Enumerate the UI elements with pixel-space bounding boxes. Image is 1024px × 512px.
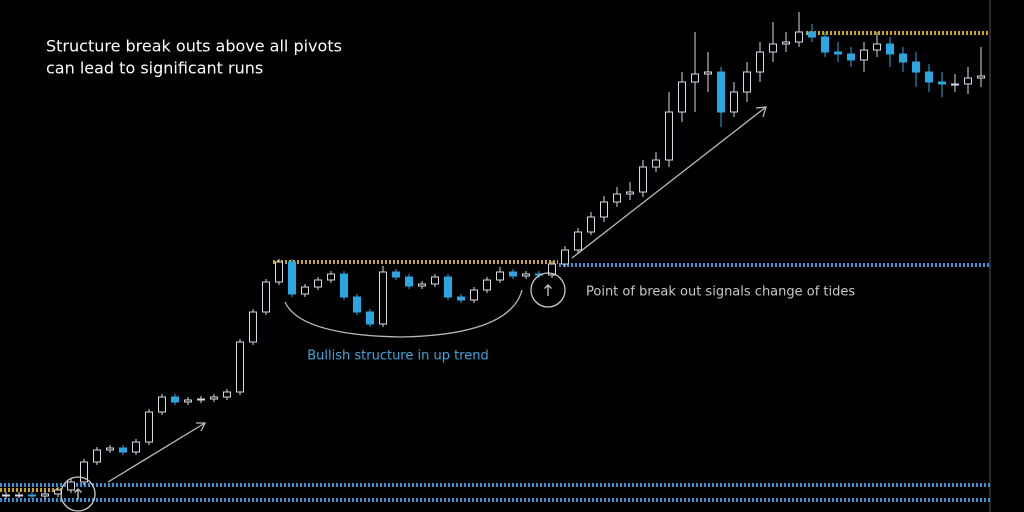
- candle-body: [210, 396, 218, 400]
- candle-body: [795, 31, 803, 43]
- candle-body: [808, 31, 816, 38]
- arrow: [571, 106, 767, 259]
- candle-body: [145, 411, 153, 443]
- candle-body: [301, 286, 309, 295]
- candle-body: [379, 271, 387, 325]
- candle-body: [652, 159, 660, 168]
- candle-body: [171, 396, 179, 403]
- candle-body: [496, 271, 504, 281]
- candle-body: [834, 51, 842, 55]
- candles: [0, 12, 990, 502]
- candle-body: [15, 494, 23, 497]
- candle-body: [106, 447, 114, 451]
- candle-body: [314, 279, 322, 288]
- candle-body: [67, 481, 75, 491]
- candle-body: [80, 461, 88, 483]
- arrow-head: [196, 422, 207, 432]
- candle-body: [600, 201, 608, 218]
- candle-body: [28, 494, 36, 497]
- candle-body: [509, 271, 517, 277]
- breakout-circle: [530, 272, 566, 308]
- candle-body: [847, 53, 855, 61]
- candle-body: [119, 447, 127, 453]
- candle-body: [366, 311, 374, 325]
- candle-body: [223, 391, 231, 398]
- candle-body: [405, 276, 413, 287]
- candle-body: [93, 449, 101, 463]
- structure-arc: [284, 289, 523, 338]
- annotation: Bullish structure in up trend: [307, 349, 489, 364]
- candle-body: [470, 289, 478, 301]
- candle-body: [730, 91, 738, 113]
- candle-body: [392, 271, 400, 278]
- candle-body: [587, 216, 595, 233]
- up-icon: [74, 488, 82, 500]
- candle-body: [132, 441, 140, 453]
- candle-body: [418, 283, 426, 287]
- arrows: [107, 106, 767, 483]
- candle-body: [613, 193, 621, 203]
- candle-body: [574, 231, 582, 251]
- candle-body: [522, 273, 530, 277]
- candle-body: [821, 36, 829, 53]
- candle-body: [275, 261, 283, 283]
- candle-body: [340, 273, 348, 298]
- candle-body: [197, 398, 205, 401]
- candle-body: [912, 61, 920, 73]
- annotation: Point of break out signals change of tid…: [586, 285, 855, 300]
- candle-body: [327, 273, 335, 281]
- candle-body: [353, 296, 361, 313]
- candle-body: [262, 281, 270, 313]
- candle-body: [457, 296, 465, 301]
- candle-body: [2, 494, 10, 497]
- candle-body: [561, 249, 569, 265]
- candle-body: [665, 111, 673, 161]
- breakout-circle: [60, 476, 96, 512]
- candle-body: [886, 43, 894, 55]
- candle-body: [678, 81, 686, 113]
- arrow-head: [755, 106, 767, 118]
- candle-body: [236, 341, 244, 393]
- candle-body: [184, 399, 192, 403]
- candle-body: [483, 279, 491, 291]
- up-icon: [544, 284, 552, 296]
- candle-body: [925, 71, 933, 83]
- title-line: can lead to significant runs: [46, 59, 263, 78]
- candle-body: [717, 71, 725, 113]
- candle-body: [756, 51, 764, 73]
- candle-body: [704, 71, 712, 75]
- candle-body: [951, 83, 959, 86]
- candle-body: [769, 43, 777, 53]
- candle-body: [639, 166, 647, 193]
- candle-body: [158, 396, 166, 413]
- candle-body: [41, 493, 49, 497]
- candle-body: [444, 276, 452, 298]
- candle-body: [873, 43, 881, 51]
- candle-body: [782, 41, 790, 45]
- title-line: Structure break outs above all pivots: [46, 37, 342, 56]
- candle-body: [548, 263, 556, 276]
- candle-body: [249, 311, 257, 343]
- candle-body: [743, 71, 751, 93]
- candle-body: [899, 53, 907, 63]
- candle-body: [431, 276, 439, 285]
- candle-body: [977, 75, 985, 79]
- candle-body: [626, 191, 634, 195]
- candle-body: [964, 77, 972, 85]
- breakout-markers: [60, 272, 566, 512]
- arrow: [107, 422, 206, 483]
- candle-body: [938, 81, 946, 85]
- candle-body: [860, 49, 868, 61]
- candle-body: [288, 261, 296, 295]
- candle-body: [691, 73, 699, 83]
